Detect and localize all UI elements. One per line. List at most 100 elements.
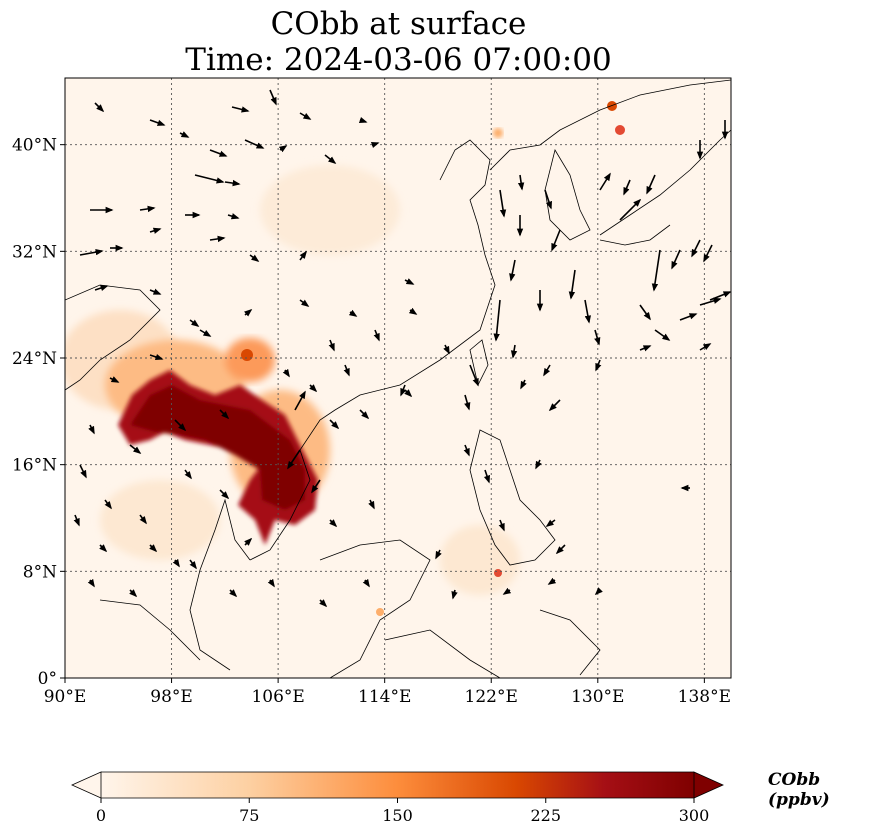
wind-arrow <box>595 359 602 372</box>
colorbar-min-extend <box>71 771 102 799</box>
wind-arrow <box>517 174 525 191</box>
wind-arrow <box>435 549 442 560</box>
wind-vectors <box>73 89 732 608</box>
wind-arrow <box>329 419 340 430</box>
wind-arrow <box>104 499 112 510</box>
wind-arrow <box>599 172 611 191</box>
lat-tick-label: 32°N <box>12 242 57 262</box>
colorbar-tick-label: 300 <box>679 806 710 825</box>
wind-arrow <box>278 145 288 153</box>
lat-tick-label: 24°N <box>12 349 57 369</box>
lon-tick-label: 114°E <box>358 687 411 707</box>
lat-tick-label: 8°N <box>23 562 57 582</box>
wind-arrow <box>646 174 656 195</box>
wind-arrow <box>94 102 105 113</box>
lon-tick-label: 90°E <box>44 687 87 707</box>
wind-arrow <box>699 297 722 306</box>
wind-arrow <box>224 179 241 187</box>
wind-arrow <box>219 409 230 420</box>
wind-arrow <box>172 558 180 568</box>
wind-arrow <box>269 89 277 106</box>
wind-arrow <box>619 198 642 221</box>
wind-arrow <box>149 544 158 553</box>
wind-arrow <box>498 519 505 532</box>
wind-arrow <box>109 376 120 383</box>
wind-arrow <box>362 578 370 588</box>
wind-arrow <box>520 379 527 390</box>
wind-arrow <box>408 307 418 315</box>
colorbar-body <box>101 772 694 798</box>
colorbar-tick-label: 225 <box>530 806 561 825</box>
wind-arrow <box>709 291 732 301</box>
map-frame <box>64 77 732 679</box>
wind-arrow <box>219 489 230 500</box>
wind-arrow <box>189 319 200 327</box>
latitude-ticks: 0° 8°N 16°N 24°N 32°N 40°N <box>12 136 65 689</box>
lat-tick-label: 0° <box>38 669 57 689</box>
wind-arrow <box>651 249 661 292</box>
wind-arrow <box>463 444 470 457</box>
colorbar-tick-label: 75 <box>239 806 259 825</box>
wind-arrow <box>99 544 108 553</box>
lat-tick-label: 16°N <box>12 456 57 476</box>
colorbar-tick-label: 0 <box>96 806 106 825</box>
wind-arrow <box>149 288 162 295</box>
wind-arrow <box>373 329 380 342</box>
wind-arrow <box>443 344 450 355</box>
colorbar-label: CObb (ppbv) <box>768 770 830 810</box>
wind-arrow <box>584 299 592 324</box>
wind-arrow <box>328 339 335 352</box>
wind-arrow <box>209 235 226 243</box>
wind-arrow <box>149 353 164 361</box>
wind-arrow <box>568 269 576 300</box>
wind-arrow <box>404 278 415 285</box>
wind-arrow <box>358 116 368 124</box>
wind-arrow <box>194 174 225 184</box>
wind-arrow <box>294 390 306 411</box>
wind-arrow <box>229 589 238 598</box>
lon-tick-label: 122°E <box>465 687 518 707</box>
wind-arrow <box>287 449 301 470</box>
wind-arrow <box>189 559 197 570</box>
wind-arrow <box>370 141 380 149</box>
wind-arrow <box>691 239 701 258</box>
wind-arrow <box>139 205 156 213</box>
wind-arrow <box>510 344 518 359</box>
wind-arrow <box>79 464 87 479</box>
wind-arrow <box>149 119 166 126</box>
wind-arrow <box>282 368 290 378</box>
wind-arrow <box>329 519 338 528</box>
colorbar-max-extend <box>693 771 724 799</box>
wind-arrow <box>73 514 80 527</box>
wind-arrow <box>149 227 162 234</box>
wind-arrow <box>199 329 212 337</box>
wind-arrow <box>699 343 712 351</box>
wind-arrow <box>359 409 370 420</box>
wind-arrow <box>299 299 310 307</box>
wind-arrow <box>209 149 228 157</box>
wind-arrow <box>509 259 516 282</box>
wind-arrow <box>639 345 652 352</box>
wind-arrow <box>451 589 458 600</box>
wind-arrow <box>639 304 651 321</box>
wind-arrow <box>139 514 147 525</box>
lon-tick-label: 130°E <box>571 687 624 707</box>
wind-arrow <box>545 519 556 527</box>
wind-arrow <box>368 499 375 510</box>
wind-arrow <box>679 313 698 321</box>
wind-arrow <box>469 364 479 387</box>
wind-arrow <box>79 248 104 256</box>
wind-arrow <box>703 244 713 263</box>
wind-arrow <box>244 537 253 546</box>
wind-arrow <box>499 189 507 218</box>
wind-arrow <box>309 384 318 393</box>
wind-arrow <box>551 229 561 252</box>
wind-arrow <box>535 459 542 470</box>
wind-arrow <box>555 544 566 555</box>
wind-arrow <box>227 213 240 220</box>
wind-arrow <box>184 469 192 480</box>
map-gridlines <box>65 78 731 678</box>
wind-arrow <box>311 479 321 494</box>
wind-arrow <box>87 578 95 588</box>
lon-tick-label: 98°E <box>150 687 193 707</box>
